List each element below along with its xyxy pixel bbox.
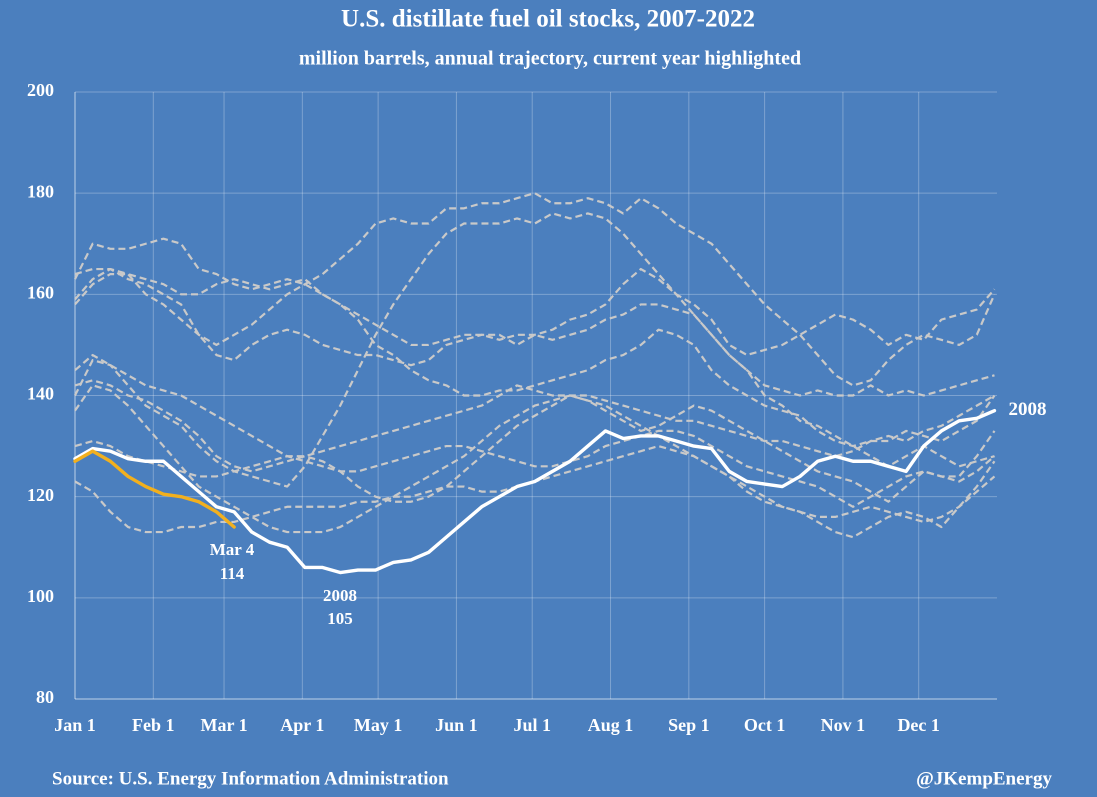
highlight-line	[73, 449, 236, 529]
chart-subtitle: million barrels, annual trajectory, curr…	[299, 48, 801, 70]
y-tick-label: 120	[27, 485, 54, 505]
trajectory-line	[74, 384, 996, 534]
x-tick-label: Oct 1	[744, 715, 785, 735]
y-tick-label: 180	[27, 181, 54, 201]
x-tick-label: Nov 1	[821, 715, 866, 735]
x-tick-label: Aug 1	[588, 715, 634, 735]
x-tick-label: Apr 1	[280, 715, 324, 735]
y-tick-label: 80	[36, 687, 54, 707]
x-tick-label: Sep 1	[668, 715, 710, 735]
trajectory-line	[74, 353, 996, 458]
trajectory-line	[74, 267, 995, 397]
x-tick-label: Jun 1	[435, 715, 478, 735]
y-tick-label: 140	[27, 384, 54, 404]
x-tick-label: Feb 1	[132, 715, 175, 735]
trajectory-line	[74, 192, 996, 387]
x-tick-label: Jan 1	[54, 715, 96, 735]
y-tick-label: 200	[27, 80, 54, 100]
y-tick-label: 160	[27, 282, 54, 302]
credit: @JKempEnergy	[916, 768, 1052, 789]
x-tick-label: Dec 1	[897, 715, 939, 735]
highlight-line	[73, 408, 997, 575]
trajectory-line	[74, 379, 996, 503]
x-tick-label: Mar 1	[200, 715, 247, 735]
x-tick-label: May 1	[354, 715, 403, 735]
trajectory-line	[74, 429, 996, 508]
trajectory-line	[74, 237, 996, 357]
annotation: Mar 4	[210, 540, 255, 559]
annotation: 2008	[323, 586, 357, 605]
series-label: 2008	[1008, 399, 1046, 420]
chart-title: U.S. distillate fuel oil stocks, 2007-20…	[341, 6, 755, 33]
y-tick-label: 100	[27, 586, 54, 606]
annotation: 105	[327, 609, 353, 628]
x-tick-label: Jul 1	[513, 715, 551, 735]
trajectory-line	[74, 273, 996, 448]
annotation: 114	[220, 564, 245, 583]
source-note: Source: U.S. Energy Information Administ…	[52, 768, 449, 789]
